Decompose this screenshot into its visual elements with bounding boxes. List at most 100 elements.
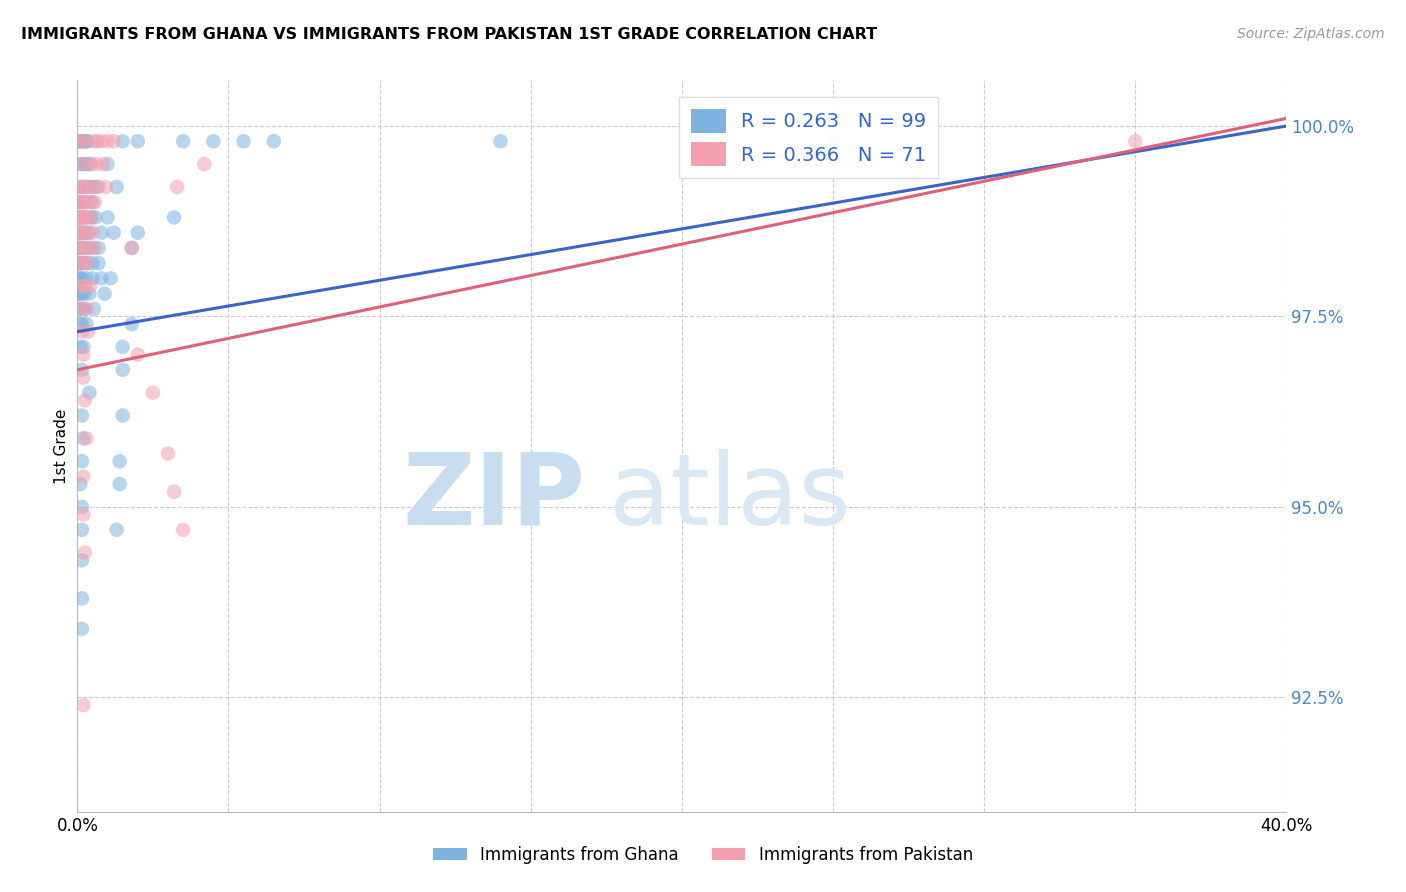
Point <box>87 241 110 255</box>
Point <box>70 134 93 148</box>
Point <box>70 301 93 316</box>
Point <box>67 301 90 316</box>
Point <box>70 241 93 255</box>
Point <box>73 286 96 301</box>
Point <box>94 180 117 194</box>
Point <box>72 195 94 210</box>
Point <box>72 226 94 240</box>
Point <box>72 508 94 522</box>
Point <box>232 134 254 148</box>
Point <box>105 523 128 537</box>
Point <box>72 469 94 483</box>
Point <box>72 211 94 225</box>
Point <box>70 195 93 210</box>
Point <box>67 256 90 270</box>
Point <box>142 385 165 400</box>
Point <box>76 226 98 240</box>
Point <box>821 134 844 148</box>
Point <box>72 370 94 384</box>
Point <box>75 317 97 331</box>
Point <box>69 241 91 255</box>
Point <box>75 271 97 285</box>
Point <box>72 698 94 712</box>
Point <box>75 431 97 445</box>
Point <box>193 157 215 171</box>
Point <box>90 226 112 240</box>
Point <box>70 363 93 377</box>
Point <box>69 301 91 316</box>
Point <box>72 157 94 171</box>
Point <box>111 363 134 377</box>
Point <box>127 347 149 361</box>
Point <box>69 157 91 171</box>
Point <box>79 385 101 400</box>
Point <box>77 241 100 255</box>
Point <box>69 286 91 301</box>
Point <box>103 134 125 148</box>
Point <box>121 317 143 331</box>
Point <box>157 447 180 461</box>
Point <box>70 286 93 301</box>
Point <box>87 256 110 270</box>
Point <box>69 226 91 240</box>
Point <box>67 241 90 255</box>
Point <box>69 134 91 148</box>
Point <box>69 134 91 148</box>
Point <box>69 256 91 270</box>
Point <box>489 134 512 148</box>
Point <box>82 180 104 194</box>
Point <box>69 195 91 210</box>
Point <box>69 256 91 270</box>
Point <box>76 256 98 270</box>
Point <box>72 431 94 445</box>
Point <box>69 211 91 225</box>
Point <box>166 180 188 194</box>
Point <box>90 271 112 285</box>
Point <box>70 622 93 636</box>
Point <box>83 241 105 255</box>
Point <box>77 134 100 148</box>
Point <box>73 241 96 255</box>
Point <box>82 241 104 255</box>
Point <box>70 271 93 285</box>
Point <box>79 279 101 293</box>
Point <box>121 241 143 255</box>
Point <box>73 279 96 293</box>
Point <box>73 134 96 148</box>
Point <box>70 325 93 339</box>
Point <box>82 226 104 240</box>
Point <box>72 256 94 270</box>
Point <box>72 180 94 194</box>
Legend: Immigrants from Ghana, Immigrants from Pakistan: Immigrants from Ghana, Immigrants from P… <box>426 839 980 871</box>
Point <box>77 325 100 339</box>
Point <box>86 180 108 194</box>
Point <box>69 180 91 194</box>
Point <box>96 157 118 171</box>
Point <box>108 477 131 491</box>
Point <box>70 454 93 468</box>
Point <box>69 226 91 240</box>
Point <box>72 211 94 225</box>
Point <box>73 393 96 408</box>
Point <box>86 134 108 148</box>
Point <box>70 523 93 537</box>
Point <box>82 256 104 270</box>
Point <box>70 409 93 423</box>
Point <box>121 241 143 255</box>
Point <box>67 134 90 148</box>
Point <box>100 271 122 285</box>
Point <box>75 211 97 225</box>
Point <box>67 211 90 225</box>
Point <box>87 180 110 194</box>
Point <box>82 180 104 194</box>
Point <box>79 157 101 171</box>
Point <box>84 211 107 225</box>
Point <box>69 180 91 194</box>
Point <box>172 134 194 148</box>
Point <box>79 226 101 240</box>
Point <box>75 134 97 148</box>
Point <box>79 286 101 301</box>
Point <box>70 591 93 606</box>
Point <box>69 340 91 354</box>
Point <box>70 157 93 171</box>
